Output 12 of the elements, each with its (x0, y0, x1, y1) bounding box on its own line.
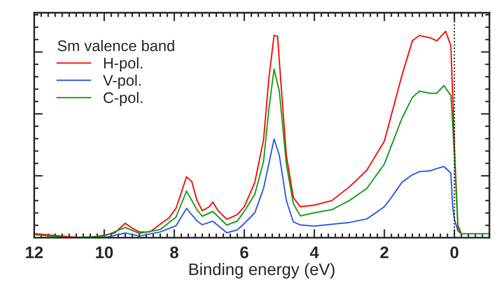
x-axis-title: Binding energy (eV) (190, 262, 334, 279)
x-tick-label: 12 (26, 246, 43, 258)
x-tick-label: 0 (450, 246, 458, 258)
legend-label: H-pol. (104, 57, 142, 72)
legend-title: Sm valence band (58, 40, 174, 52)
x-tick-label: 4 (310, 246, 319, 258)
x-tick-label: 8 (170, 246, 178, 258)
x-tick-label: 10 (96, 246, 113, 258)
x-tick-label: 2 (380, 246, 388, 258)
x-tick-label: 6 (240, 246, 248, 258)
legend-label: V-pol. (102, 74, 141, 89)
legend-label: C-pol. (104, 92, 142, 106)
